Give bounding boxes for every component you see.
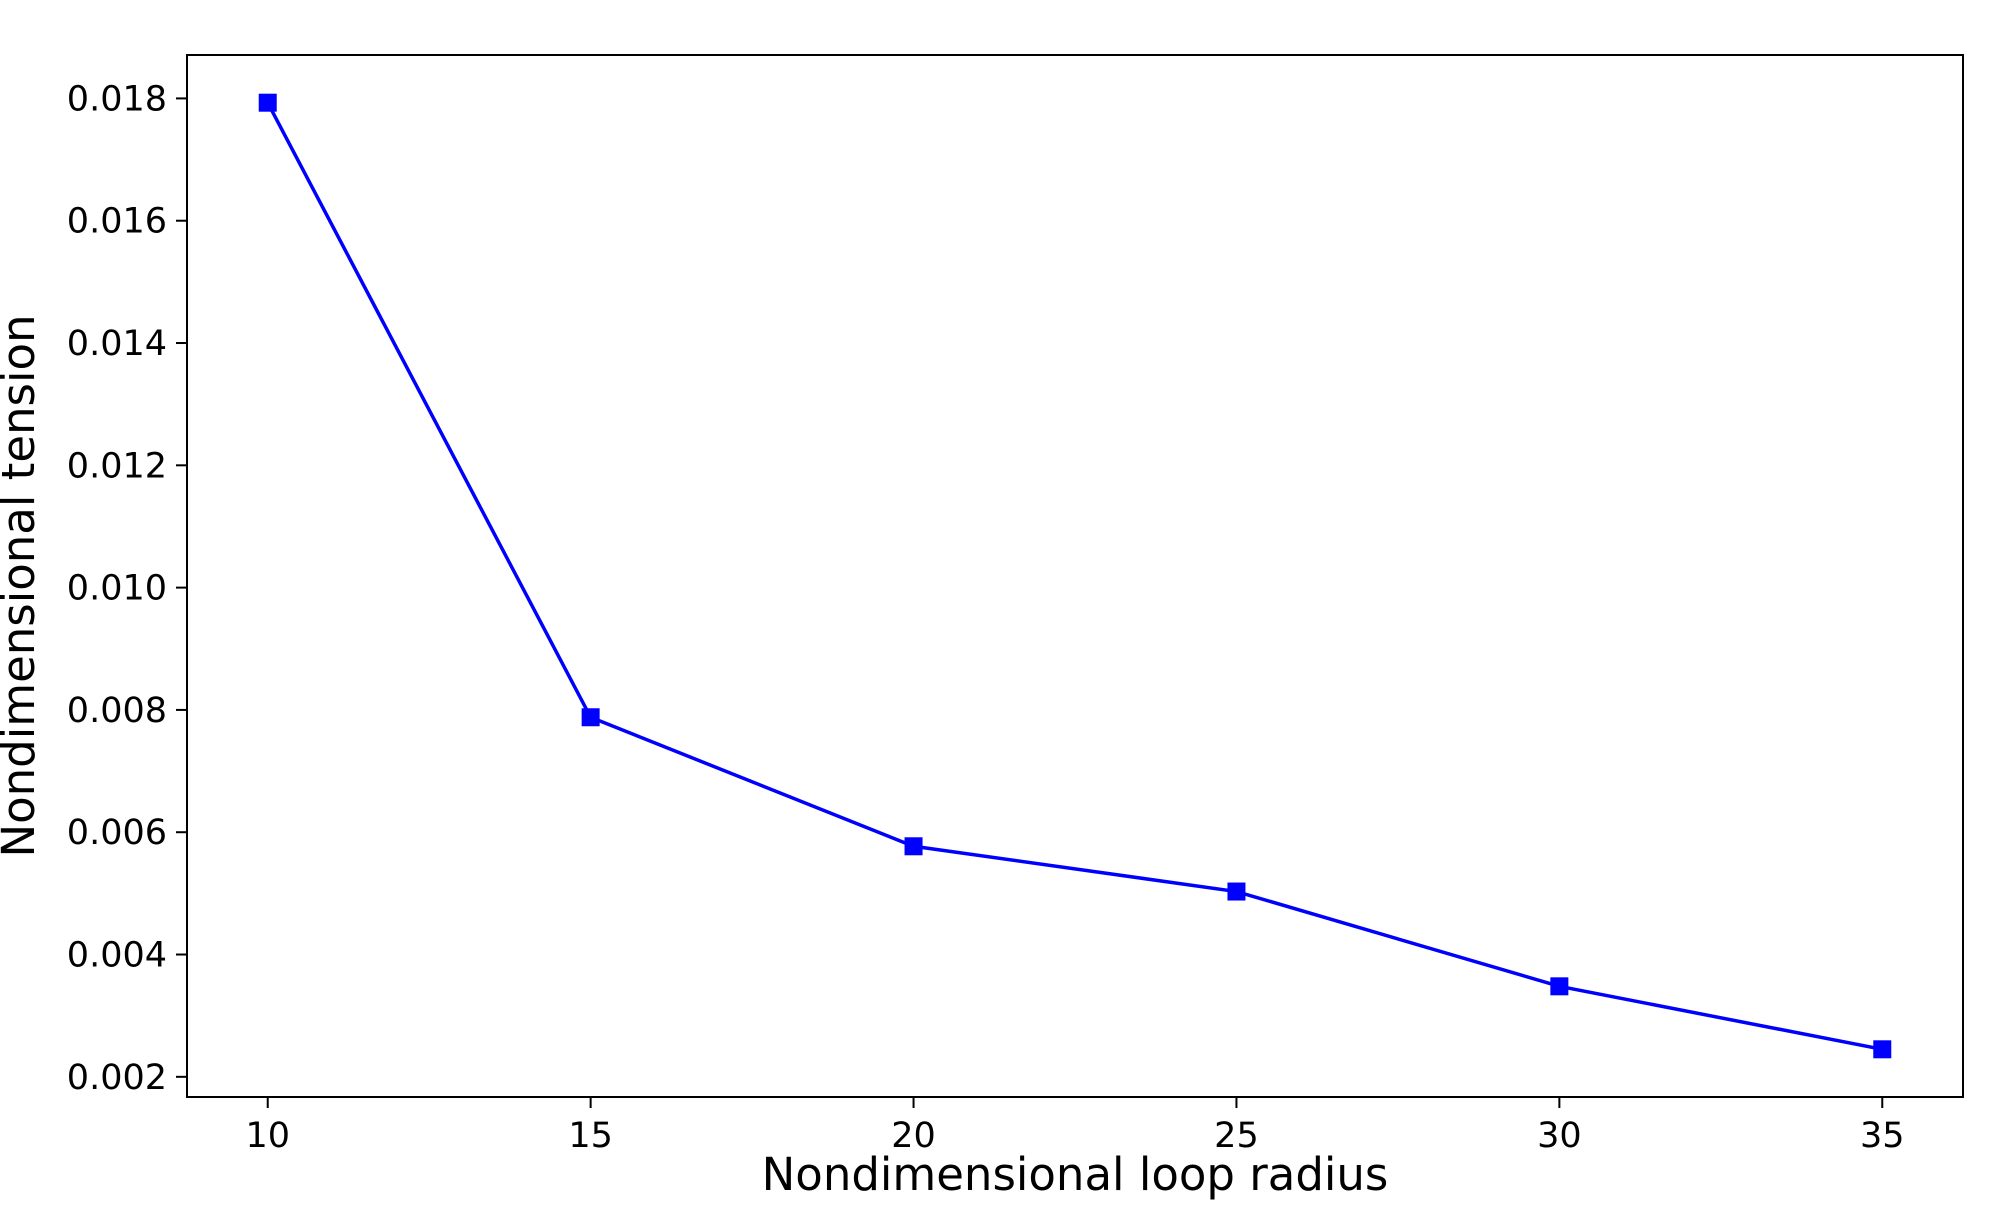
x-tick-label: 30 bbox=[1537, 1116, 1582, 1156]
y-axis-ticks: 0.002 0.004 0.006 0.008 0.010 0.012 0.014 0.016… bbox=[67, 79, 187, 1098]
y-tick-label: 0.016 bbox=[67, 202, 167, 242]
x-tick-label: 10 bbox=[245, 1116, 290, 1156]
series-layer bbox=[258, 93, 1892, 1059]
y-tick-label: 0.018 bbox=[67, 79, 167, 119]
x-tick-label: 25 bbox=[1214, 1116, 1259, 1156]
data-point-marker bbox=[1227, 882, 1246, 901]
x-axis-label: Nondimensional loop radius bbox=[762, 1148, 1389, 1200]
y-axis-label: Nondimensional tension bbox=[0, 314, 45, 857]
data-point-marker bbox=[904, 837, 923, 856]
y-tick-label: 0.004 bbox=[67, 936, 167, 976]
x-tick-label: 20 bbox=[891, 1116, 936, 1156]
data-point-marker bbox=[258, 93, 277, 112]
y-tick-label: 0.014 bbox=[67, 324, 167, 364]
data-point-marker bbox=[1873, 1040, 1892, 1059]
data-point-marker bbox=[1550, 977, 1569, 996]
y-tick-label: 0.010 bbox=[67, 569, 167, 609]
plot-area-frame bbox=[186, 54, 1964, 1098]
series-line bbox=[266, 101, 1883, 1052]
y-tick-label: 0.008 bbox=[67, 691, 167, 731]
x-axis-ticks: 10 15 20 25 30 35 bbox=[245, 1097, 1905, 1156]
data-point-marker bbox=[581, 708, 600, 727]
x-tick-label: 15 bbox=[568, 1116, 613, 1156]
y-tick-label: 0.002 bbox=[67, 1058, 167, 1098]
x-tick-label: 35 bbox=[1860, 1116, 1905, 1156]
y-tick-label: 0.006 bbox=[67, 813, 167, 853]
y-tick-label: 0.012 bbox=[67, 446, 167, 486]
